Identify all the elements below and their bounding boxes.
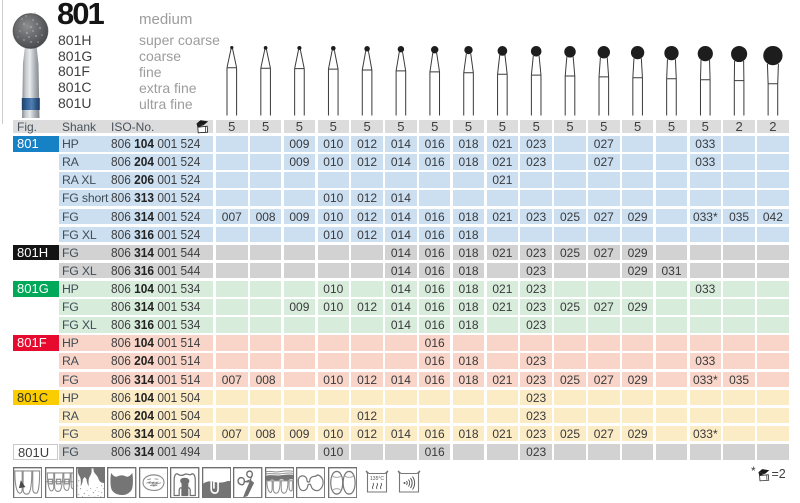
svg-text:135°C: 135°C <box>370 476 384 482</box>
